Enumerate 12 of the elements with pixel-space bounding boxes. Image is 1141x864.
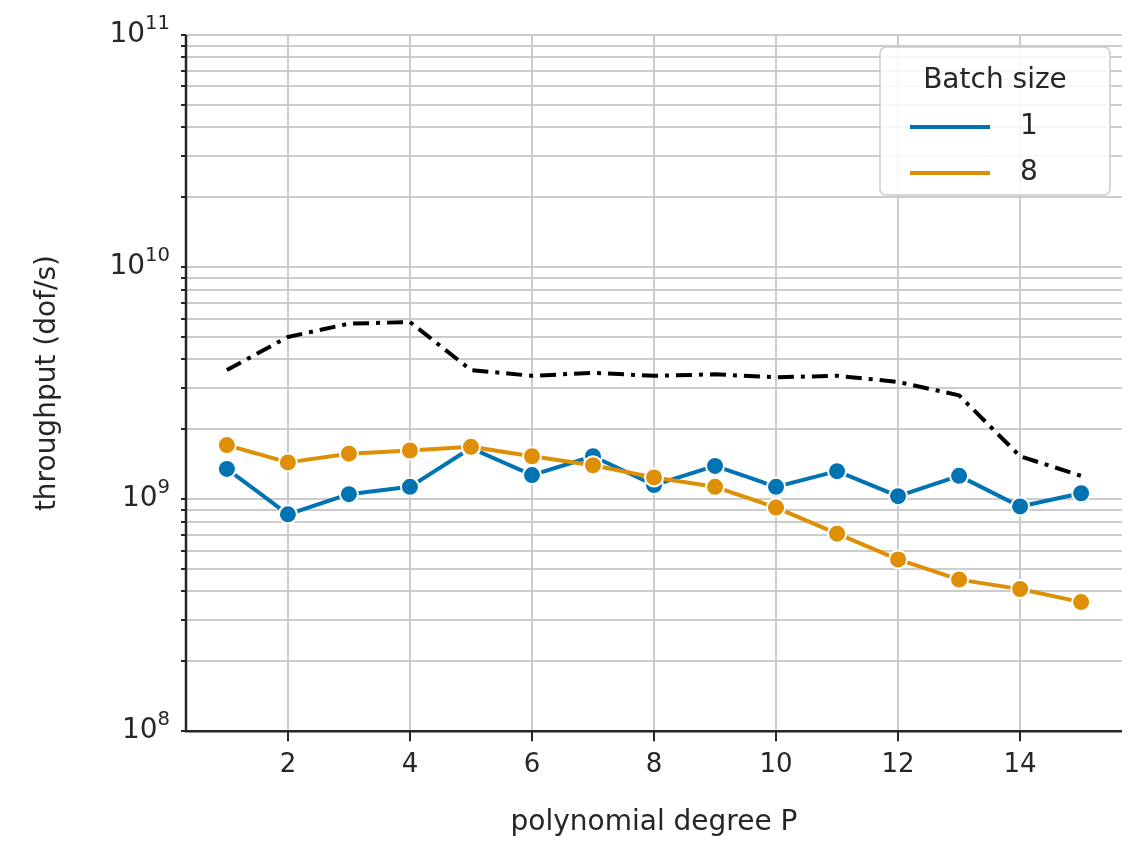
legend-label: 8 — [1020, 154, 1038, 188]
x-tick-label: 8 — [645, 747, 663, 778]
x-tick-label: 2 — [279, 747, 297, 778]
x-tick-label: 12 — [881, 747, 915, 778]
x-tick-label: 10 — [759, 747, 793, 778]
y-axis-title: throughput (dof/s) — [29, 255, 63, 512]
x-tick-label: 4 — [401, 747, 419, 778]
legend-label: 1 — [1020, 108, 1038, 142]
x-tick-label: 14 — [1003, 747, 1037, 778]
legend-title: Batch size — [923, 62, 1067, 96]
x-tick-label: 6 — [523, 747, 541, 778]
x-axis-title: polynomial degree P — [510, 804, 798, 838]
